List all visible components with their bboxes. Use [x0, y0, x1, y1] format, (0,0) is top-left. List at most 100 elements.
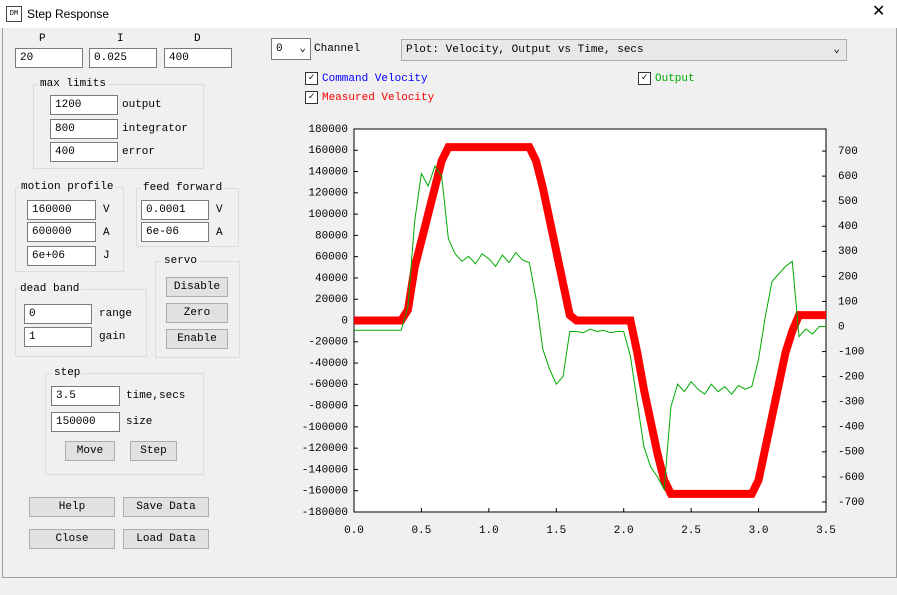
button[interactable]: Move	[65, 441, 115, 461]
input[interactable]: 6e+06	[27, 246, 96, 266]
label: V	[216, 204, 223, 216]
y-tick-label: 80000	[315, 230, 348, 242]
app-icon: DM	[6, 6, 22, 22]
checkbox[interactable]: ✓	[305, 91, 318, 104]
checkbox[interactable]: ✓	[305, 72, 318, 85]
input[interactable]: 6e-06	[141, 222, 209, 242]
x-tick-label: 1.5	[546, 525, 566, 537]
y-tick-label: 0	[341, 315, 348, 327]
group-title: max limits	[38, 77, 109, 91]
y-tick-label: 140000	[308, 166, 348, 178]
group-title: feed forward	[141, 181, 225, 195]
y-tick-label: 60000	[315, 252, 348, 264]
input[interactable]: 150000	[51, 412, 120, 432]
y2-tick-label: 400	[838, 221, 858, 233]
y-tick-label: -80000	[308, 401, 348, 413]
input[interactable]: 160000	[27, 200, 96, 220]
label: gain	[99, 331, 126, 343]
label: J	[103, 250, 110, 262]
y2-tick-label: -300	[838, 397, 864, 409]
close-icon[interactable]: ✕	[872, 3, 886, 20]
series-line	[354, 164, 826, 492]
x-tick-label: 0.0	[344, 525, 364, 537]
plot-select-value: Plot: Velocity, Output vs Time, secs	[406, 44, 644, 56]
y2-tick-label: 700	[838, 146, 858, 158]
y-tick-label: -100000	[302, 422, 348, 434]
input[interactable]: 1200	[50, 95, 118, 115]
y-tick-label: 160000	[308, 145, 348, 157]
y2-tick-label: -600	[838, 472, 864, 484]
label: V	[103, 204, 110, 216]
window-title: Step Response	[27, 7, 110, 21]
y-tick-label: -140000	[302, 464, 348, 476]
legend-label: Measured Velocity	[322, 92, 435, 104]
button[interactable]: Disable	[166, 277, 228, 297]
label: A	[103, 227, 110, 239]
y-tick-label: -120000	[302, 443, 348, 455]
button[interactable]: Close	[29, 529, 115, 549]
y2-tick-label: -500	[838, 447, 864, 459]
dropdown-arrow: ⌄	[299, 43, 306, 55]
plot-select[interactable]: Plot: Velocity, Output vs Time, secs ⌄	[401, 39, 847, 61]
group-title: step	[52, 366, 83, 380]
y2-tick-label: -400	[838, 422, 864, 434]
title-bar	[0, 0, 897, 28]
input[interactable]: 400	[164, 48, 232, 68]
label: time,secs	[126, 390, 186, 402]
button[interactable]: Load Data	[123, 529, 209, 549]
y-tick-label: -60000	[308, 379, 348, 391]
channel-select[interactable]: 0 ⌄	[271, 38, 311, 60]
input[interactable]: 400	[50, 142, 118, 162]
y-tick-label: 100000	[308, 209, 348, 221]
label: Channel	[314, 43, 361, 55]
input[interactable]: 0.025	[89, 48, 157, 68]
input[interactable]: 800	[50, 119, 118, 139]
y2-tick-label: 300	[838, 246, 858, 258]
y2-tick-label: -200	[838, 372, 864, 384]
checkbox[interactable]: ✓	[638, 72, 651, 85]
input[interactable]: 3.5	[51, 386, 120, 406]
y2-tick-label: 600	[838, 171, 858, 183]
y2-tick-label: 200	[838, 271, 858, 283]
legend-label: Output	[655, 73, 695, 85]
y-tick-label: 40000	[315, 273, 348, 285]
input[interactable]: 1	[24, 327, 92, 347]
y-tick-label: 120000	[308, 188, 348, 200]
x-tick-label: 3.0	[749, 525, 769, 537]
button[interactable]: Zero	[166, 303, 228, 323]
button[interactable]: Help	[29, 497, 115, 517]
label: I	[117, 33, 124, 45]
y-tick-label: 180000	[308, 124, 348, 136]
input[interactable]: 0	[24, 304, 92, 324]
input[interactable]: 0.0001	[141, 200, 209, 220]
label: A	[216, 227, 223, 239]
label: size	[126, 416, 153, 428]
y2-tick-label: 500	[838, 196, 858, 208]
button[interactable]: Save Data	[123, 497, 209, 517]
label: P	[39, 33, 46, 45]
label: output	[122, 99, 162, 111]
button[interactable]: Step	[130, 441, 177, 461]
input[interactable]: 20	[15, 48, 83, 68]
channel-value: 0	[276, 43, 283, 55]
y2-tick-label: -100	[838, 346, 864, 358]
x-tick-label: 3.5	[816, 525, 836, 537]
group-title: servo	[162, 254, 200, 268]
button[interactable]: Enable	[166, 329, 228, 349]
group-title: dead band	[18, 282, 82, 296]
y2-tick-label: 100	[838, 296, 858, 308]
x-tick-label: 2.5	[681, 525, 701, 537]
y2-tick-label: 0	[838, 321, 845, 333]
label: error	[122, 146, 156, 158]
series-line	[354, 143, 826, 498]
label: integrator	[122, 123, 189, 135]
y-tick-label: -40000	[308, 358, 348, 370]
x-tick-label: 0.5	[412, 525, 432, 537]
label: range	[99, 308, 133, 320]
y-tick-label: -180000	[302, 507, 348, 519]
group-title: motion profile	[19, 180, 116, 194]
group-box	[33, 84, 204, 169]
input[interactable]: 600000	[27, 222, 96, 242]
group-box	[45, 373, 204, 475]
